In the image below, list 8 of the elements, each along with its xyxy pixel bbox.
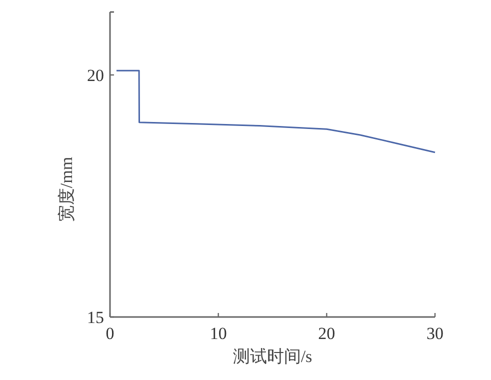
x-axis-title: 测试时间/s: [232, 347, 312, 366]
y-axis-title: 宽度/mm: [57, 156, 76, 222]
x-tick-label: 30: [426, 324, 444, 343]
x-tick-label: 0: [106, 324, 114, 343]
y-tick-label: 15: [87, 308, 104, 327]
x-tick-label: 20: [318, 324, 336, 343]
x-tick-label: 10: [210, 324, 227, 343]
line-series: [116, 70, 436, 154]
